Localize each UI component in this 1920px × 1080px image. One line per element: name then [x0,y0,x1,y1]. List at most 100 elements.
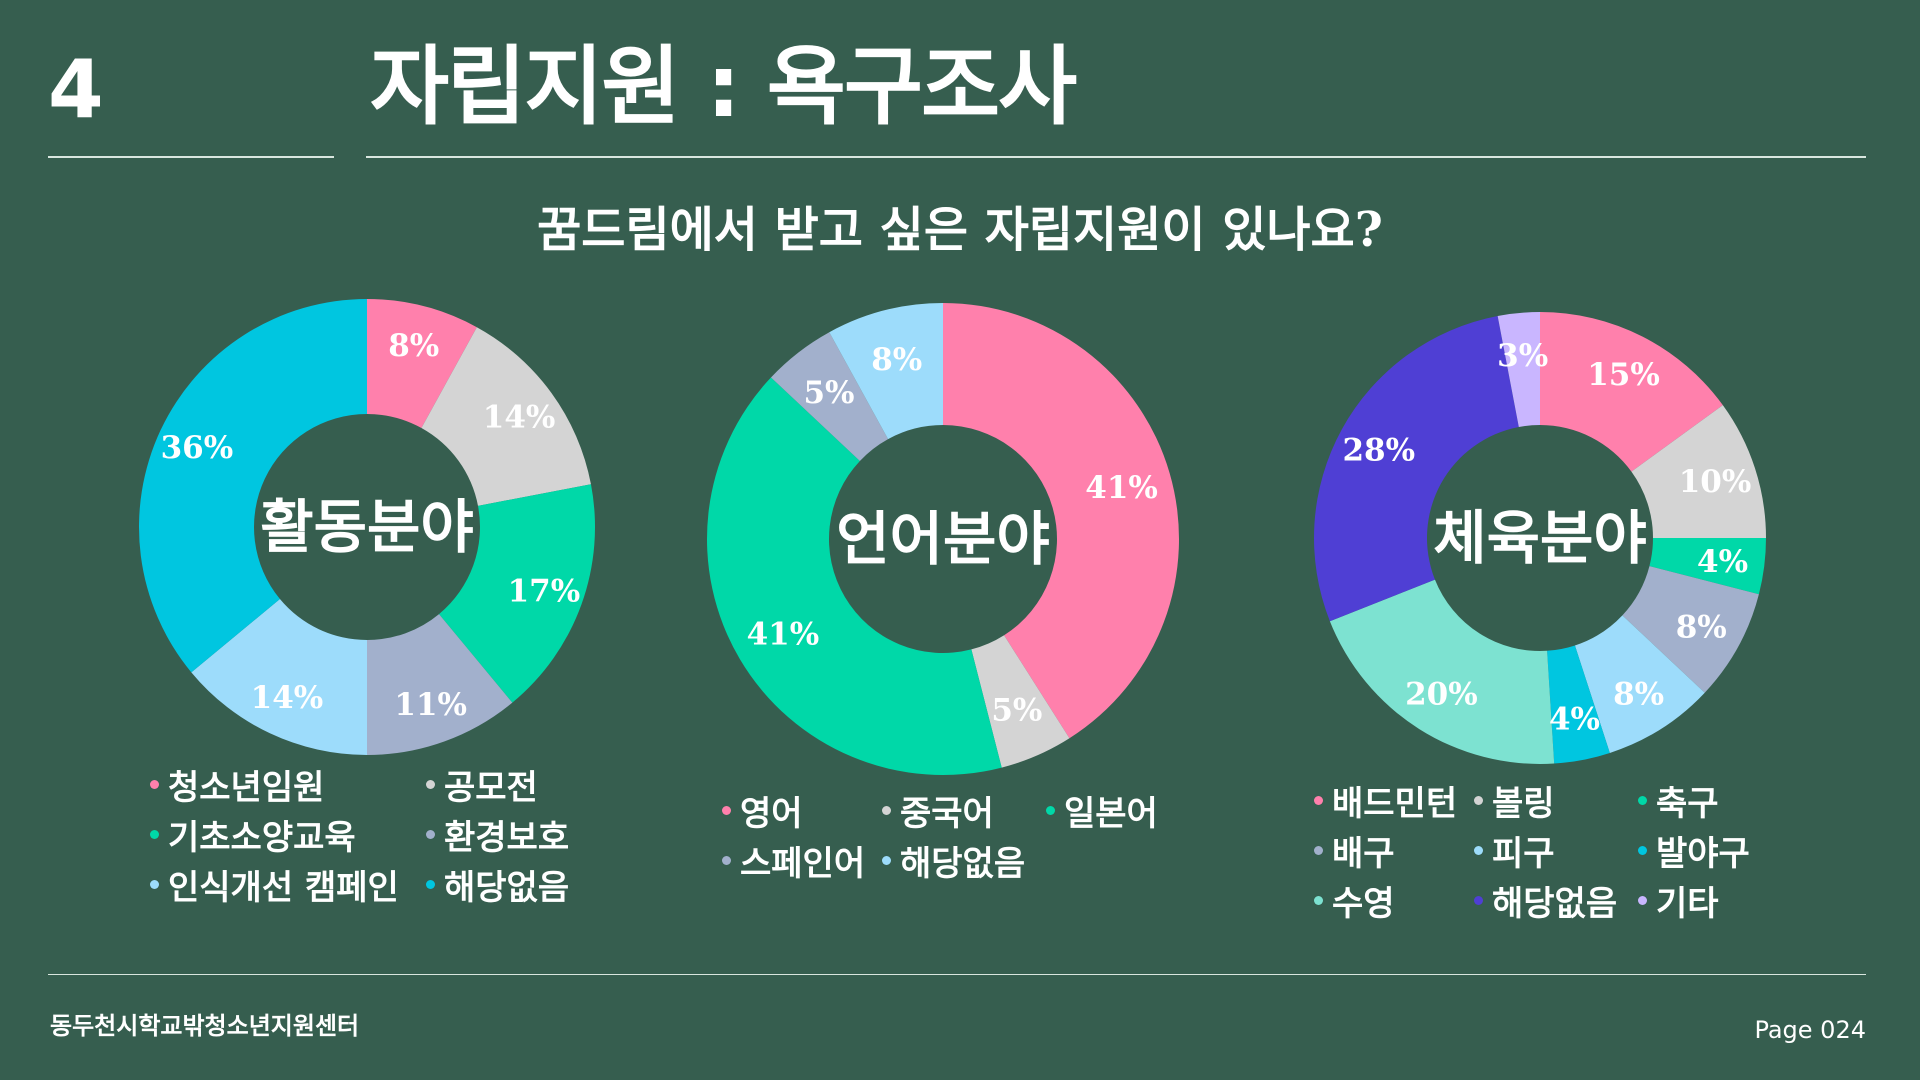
legend-marker [882,805,891,815]
legend-marker [150,879,159,889]
slice-language-1 [971,635,1070,768]
legend-marker [150,829,159,839]
legend-label: 축구 [1656,783,1719,824]
legend-label: 영어 [740,793,803,834]
legend-marker [1474,895,1483,905]
legend-label: 배드민턴 [1332,783,1458,824]
legend-item-sports-8: 기타 [1638,878,1768,924]
footer-organization: 동두천시학교밖청소년지원센터 [50,1012,360,1040]
slice-label-language-0: 41% [1085,470,1158,506]
slice-label-activity-4: 14% [251,680,324,716]
slice-label-sports-7: 28% [1342,432,1415,468]
legend-label: 기타 [1656,883,1719,924]
slice-label-sports-4: 8% [1613,676,1664,712]
legend-item-sports-7: 해당없음 [1474,878,1638,924]
slice-language-2 [707,377,1002,775]
legend-item-sports-5: 발야구 [1638,828,1768,874]
page-number: Page 024 [1754,1016,1866,1044]
legend-marker [882,855,891,865]
legend-item-sports-4: 피구 [1474,828,1638,874]
donut-activity: 8% 14% 17% 11% 14% 36% 활동분야 [139,299,595,755]
legend-label: 중국어 [900,793,994,834]
slice-sports-1 [1631,405,1766,538]
legend-item-sports-1: 볼링 [1474,778,1638,824]
legend-item-activity-3: 환경보호 [426,812,586,858]
slice-label-language-1: 5% [991,693,1042,729]
legend-item-language-2: 일본어 [1046,788,1176,834]
slice-label-language-2: 41% [747,617,820,653]
legend-marker [426,779,435,789]
slice-label-sports-1: 10% [1679,464,1752,500]
center-label-activity: 활동분야 [260,493,473,561]
header-divider-left [48,156,334,158]
slice-label-activity-2: 17% [508,574,581,610]
legend-marker [1314,845,1323,855]
survey-question: 꿈드림에서 받고 싶은 자립지원이 있나요? [537,202,1383,258]
legend-marker [1046,805,1055,815]
slice-sports-7 [1314,316,1519,622]
legend-item-sports-3: 배구 [1314,828,1474,874]
slice-language-0 [943,303,1180,739]
legend-item-sports-0: 배드민턴 [1314,778,1474,824]
legend-item-language-1: 중국어 [882,788,1046,834]
slice-sports-8 [1497,312,1540,428]
legend-item-language-0: 영어 [722,788,882,834]
legend-label: 환경보호 [444,817,570,858]
legend-marker [426,829,435,839]
slice-label-activity-5: 36% [161,430,234,466]
slice-sports-4 [1574,615,1705,753]
slice-sports-6 [1329,579,1555,764]
slice-activity-5 [139,299,367,673]
legend-item-sports-2: 축구 [1638,778,1768,824]
slice-language-3 [770,332,889,461]
slice-activity-4 [191,599,367,755]
legend-marker [1314,895,1323,905]
legend-label: 볼링 [1492,783,1555,824]
center-label-language: 언어분야 [836,505,1049,573]
slice-sports-0 [1540,312,1723,472]
legend-label: 해당없음 [1492,883,1618,924]
legend-label: 배구 [1332,833,1395,874]
legend-label: 인식개선 캠페인 [168,867,399,908]
legend-item-activity-2: 기초소양교육 [150,812,426,858]
legend-marker [722,855,731,865]
slice-label-sports-5: 4% [1549,702,1600,738]
slice-language-4 [829,303,943,440]
legend-item-language-4: 해당없음 [882,838,1046,884]
slice-sports-3 [1622,566,1759,693]
slice-label-sports-8: 3% [1497,338,1548,374]
legend-label: 청소년임원 [168,767,325,808]
slice-label-activity-3: 11% [394,687,467,723]
legend-label: 발야구 [1656,833,1750,874]
legend-label: 스페인어 [740,843,866,884]
legend-item-activity-4: 인식개선 캠페인 [150,862,426,908]
legend-marker [1638,895,1647,905]
slice-label-sports-6: 20% [1405,676,1478,712]
slice-label-activity-1: 14% [483,399,556,435]
slice-label-sports-0: 15% [1587,357,1660,393]
legend-marker [426,879,435,889]
legend-marker [1638,845,1647,855]
legend-label: 해당없음 [444,867,570,908]
slice-activity-1 [421,327,591,506]
legend-marker [1314,795,1323,805]
legend-label: 해당없음 [900,843,1026,884]
slice-label-sports-2: 4% [1697,544,1748,580]
slice-sports-2 [1649,538,1766,595]
legend-item-activity-1: 공모전 [426,762,586,808]
slice-label-language-4: 8% [871,342,922,378]
section-number: 4 [48,43,104,136]
slice-sports-5 [1547,645,1610,764]
legend-marker [1474,845,1483,855]
donut-sports: 15% 10% 4% 8% 8% 4% 20% 28% 3% 체육분야 [1314,312,1766,764]
slice-activity-2 [439,484,595,703]
legend-label: 일본어 [1064,793,1158,834]
legend-marker [722,805,731,815]
legend-label: 수영 [1332,883,1395,924]
legend-marker [150,779,159,789]
legend-label: 피구 [1492,833,1555,874]
footer-divider [48,974,1866,975]
donut-language: 41% 5% 41% 5% 8% 언어분야 [707,303,1180,775]
